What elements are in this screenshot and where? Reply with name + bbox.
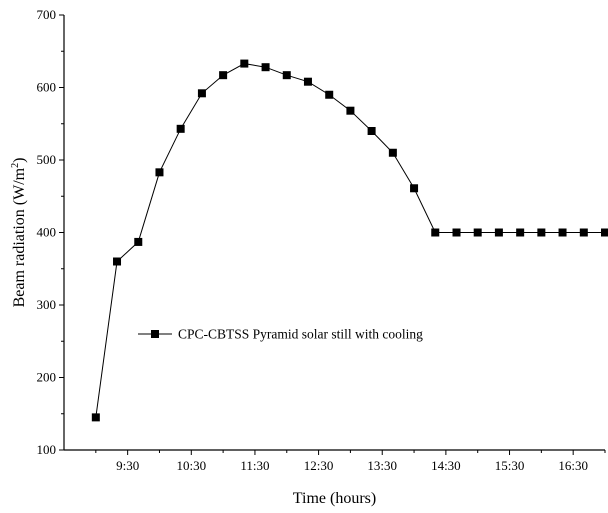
x-tick-label: 10:30 bbox=[176, 458, 206, 473]
data-point bbox=[537, 228, 546, 237]
x-tick-label: 15:30 bbox=[495, 458, 525, 473]
series-line bbox=[95, 63, 605, 418]
y-tick-label: 100 bbox=[37, 442, 57, 457]
data-point bbox=[219, 71, 228, 80]
x-tick-label: 13:30 bbox=[367, 458, 397, 473]
data-point bbox=[388, 148, 397, 157]
plot-axes: 100 200 300 400 500 600 700 9:30 10:30 11:30 12:30… bbox=[37, 7, 606, 473]
y-tick-label: 500 bbox=[37, 152, 57, 167]
data-point bbox=[473, 228, 482, 237]
y-tick-label: 700 bbox=[37, 7, 57, 22]
y-axis-label: Beam radiation (W/m2) bbox=[10, 158, 28, 308]
data-point bbox=[410, 184, 419, 193]
series-layer bbox=[91, 59, 608, 422]
data-point bbox=[579, 228, 588, 237]
data-point bbox=[155, 168, 164, 177]
x-tick-label: 16:30 bbox=[558, 458, 588, 473]
data-point bbox=[346, 106, 355, 115]
x-tick-label: 12:30 bbox=[304, 458, 334, 473]
x-axis-label: Time (hours) bbox=[293, 490, 376, 507]
data-point bbox=[325, 90, 334, 99]
data-point bbox=[601, 228, 608, 237]
data-point bbox=[261, 63, 270, 72]
x-tick-label: 9:30 bbox=[116, 458, 139, 473]
data-point bbox=[282, 71, 291, 80]
legend: CPC-CBTSS Pyramid solar still with cooli… bbox=[138, 327, 423, 342]
data-point bbox=[176, 124, 185, 133]
data-point bbox=[134, 237, 143, 246]
x-tick-label: 11:30 bbox=[240, 458, 269, 473]
y-tick-label: 400 bbox=[37, 225, 57, 240]
data-point bbox=[91, 413, 100, 422]
legend-label: CPC-CBTSS Pyramid solar still with cooli… bbox=[178, 327, 423, 342]
data-point bbox=[303, 77, 312, 86]
x-tick-label: 14:30 bbox=[431, 458, 461, 473]
data-point bbox=[494, 228, 503, 237]
y-tick-label: 300 bbox=[37, 297, 57, 312]
data-point bbox=[431, 228, 440, 237]
data-point bbox=[452, 228, 461, 237]
data-point bbox=[197, 89, 206, 98]
data-point bbox=[113, 257, 122, 266]
legend-marker bbox=[151, 330, 159, 338]
y-tick-label: 600 bbox=[37, 80, 57, 95]
series-1 bbox=[91, 59, 608, 422]
data-point bbox=[367, 127, 376, 135]
data-point bbox=[558, 228, 567, 237]
data-point bbox=[240, 59, 249, 68]
y-tick-label: 200 bbox=[37, 370, 57, 385]
data-point bbox=[516, 228, 525, 237]
